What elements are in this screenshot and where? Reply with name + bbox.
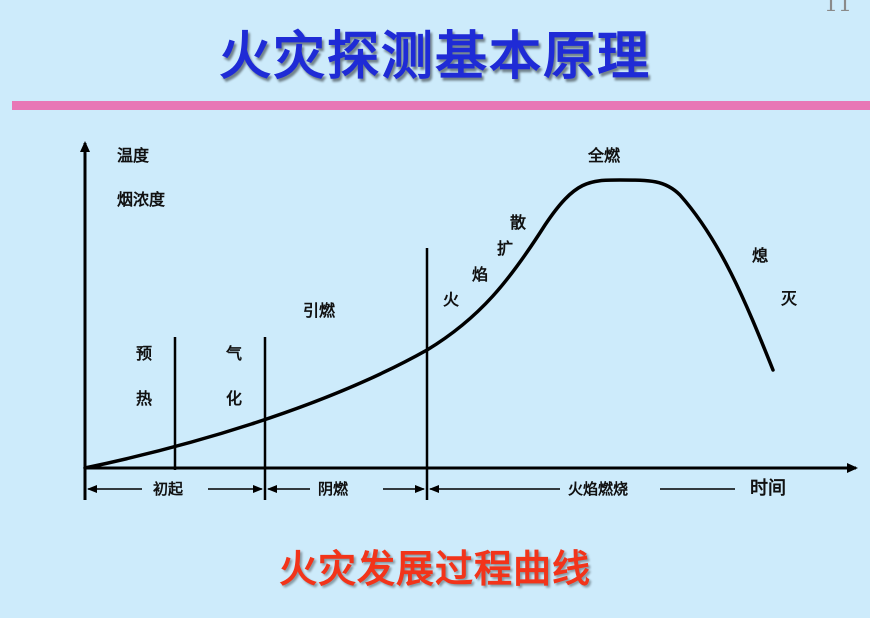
y-axis-label-smoke: 烟浓度 — [117, 190, 166, 209]
label-preheat-1: 预 — [136, 344, 152, 363]
phase-flame-label: 火焰燃烧 — [568, 480, 628, 498]
label-gasify-2: 化 — [226, 389, 242, 408]
label-full-burn: 全燃 — [587, 146, 621, 165]
label-spread-4: 散 — [510, 213, 527, 232]
label-spread-2: 焰 — [472, 265, 488, 284]
label-spread-3: 扩 — [497, 239, 513, 258]
label-ignite: 引燃 — [303, 301, 336, 320]
y-axis-label-temperature: 温度 — [116, 146, 150, 165]
label-extinguish-1: 熄 — [752, 246, 768, 265]
phase-initial-label: 初起 — [153, 480, 184, 498]
page-number: 11 — [824, 0, 852, 17]
fire-curve — [83, 178, 775, 470]
label-preheat-2: 热 — [136, 389, 152, 408]
diagram-caption: 火灾发展过程曲线 — [278, 547, 591, 591]
label-extinguish-2: 灭 — [780, 289, 798, 308]
label-spread-1: 火 — [443, 290, 460, 309]
x-axis-label: 时间 — [750, 478, 786, 499]
phase-smoldering-label: 阴燃 — [318, 480, 349, 498]
page-title: 火灾探测基本原理 — [218, 27, 651, 87]
label-gasify-1: 气 — [225, 344, 242, 363]
divider-bar — [12, 101, 870, 110]
